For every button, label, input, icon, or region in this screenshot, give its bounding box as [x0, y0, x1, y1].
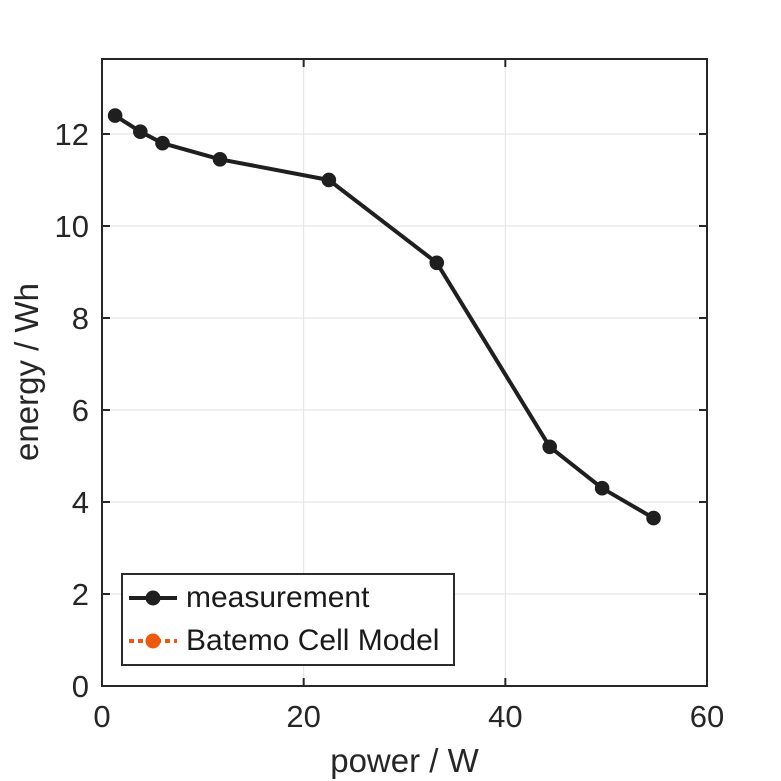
tick-marks: [101, 59, 708, 687]
axes-border: [101, 58, 708, 687]
y-tick-label: 0: [72, 669, 89, 704]
legend: measurement Batemo Cell Model: [121, 573, 455, 666]
x-tick-label: 40: [488, 699, 522, 734]
measurement-data-point-marker: [212, 151, 228, 167]
measurement-data-point-marker: [429, 255, 445, 271]
measurement-line: [113, 113, 656, 521]
legend-label-batemo-cell-model: Batemo Cell Model: [186, 624, 440, 657]
legend-label-measurement: measurement: [186, 581, 370, 614]
measurement-data-point-marker: [542, 439, 557, 455]
y-tick-label: 2: [72, 577, 89, 612]
y-tick-label: 8: [72, 301, 89, 336]
legend-item-measurement: measurement: [129, 578, 453, 618]
measurement-marker-icon: [145, 590, 161, 606]
y-tick-label: 4: [72, 485, 89, 520]
x-tick-label: 0: [93, 699, 110, 734]
measurement-data-point-marker: [107, 108, 123, 123]
y-axis-label: energy / Wh: [8, 283, 45, 461]
batemo-marker-icon: [145, 633, 161, 649]
y-tick-label: 6: [72, 393, 89, 428]
axes-box: [101, 58, 708, 687]
measurement-data-point-marker: [594, 480, 610, 496]
x-tick-label: 60: [690, 699, 724, 734]
data-series: [107, 108, 661, 526]
x-tick-label: 20: [286, 699, 320, 734]
tick-labels: 0 20 40 60 0 2 4 6 8 10 12: [55, 117, 725, 734]
measurement-data-point-marker: [133, 124, 148, 139]
measurement-data-point-marker: [646, 510, 661, 526]
batemo-dotted-line-sample-icon: [129, 633, 177, 649]
measurement-data-point-marker: [321, 172, 337, 188]
y-tick-label: 10: [55, 209, 89, 244]
measurement-line-sample-icon: [129, 590, 177, 606]
legend-item-batemo-cell-model: Batemo Cell Model: [129, 621, 453, 661]
x-axis-label: power / W: [330, 742, 479, 779]
y-tick-label: 12: [55, 117, 89, 152]
measurement-data-point-marker: [155, 135, 170, 151]
